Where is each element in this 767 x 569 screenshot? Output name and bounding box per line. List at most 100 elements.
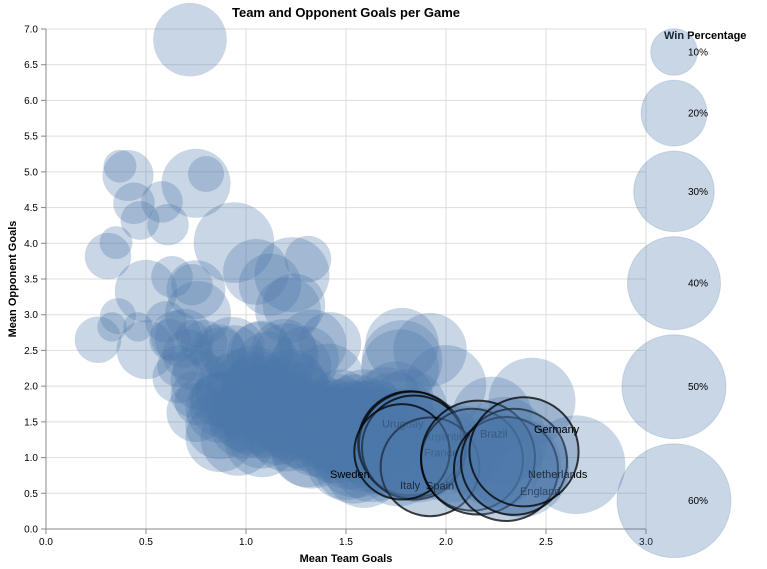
data-point — [99, 226, 133, 260]
point-label: Italy — [400, 480, 421, 492]
y-tick-label: 3.5 — [24, 275, 38, 286]
data-point — [345, 387, 427, 468]
data-point — [361, 320, 443, 401]
data-point — [273, 326, 339, 392]
data-point — [241, 392, 315, 466]
data-point — [193, 202, 275, 283]
data-point — [348, 407, 432, 491]
data-point — [185, 403, 255, 473]
data-point — [253, 388, 327, 461]
legend: Win Percentage 10% 20% 30% 40% 50% 60% — [616, 28, 746, 559]
data-point — [265, 362, 335, 432]
y-tick-label: 0.5 — [24, 489, 38, 500]
data-point — [189, 371, 255, 438]
data-point — [239, 368, 309, 438]
highlighted-point — [353, 403, 451, 501]
data-point — [277, 370, 347, 440]
highlighted-point — [452, 415, 560, 523]
data-point — [305, 419, 387, 501]
data-point — [175, 319, 209, 353]
data-point — [225, 396, 299, 469]
data-point — [315, 394, 397, 476]
x-tick-label: 2.0 — [439, 537, 453, 548]
legend-label: 60% — [688, 496, 708, 507]
data-point — [225, 364, 295, 434]
y-tick-label: 3.0 — [24, 310, 38, 321]
data-point — [470, 418, 570, 518]
y-tick-label: 6.0 — [24, 96, 38, 107]
x-tick-label: 2.5 — [539, 537, 553, 548]
data-point — [313, 422, 395, 504]
data-point — [233, 385, 307, 458]
data-point — [462, 416, 562, 516]
data-point — [270, 412, 346, 488]
data-point — [393, 312, 467, 387]
data-point — [221, 385, 295, 458]
data-point — [268, 334, 332, 398]
data-point — [299, 373, 373, 448]
legend-symbol — [650, 28, 698, 76]
point-label: Uruguay — [382, 418, 424, 430]
y-tick-label: 0.0 — [24, 525, 38, 536]
data-point — [207, 349, 273, 416]
data-point — [327, 369, 401, 443]
data-point — [153, 2, 227, 77]
data-point — [303, 378, 385, 460]
data-point — [185, 373, 255, 443]
data-point — [204, 325, 264, 385]
highlighted-point — [379, 416, 481, 518]
data-point — [361, 329, 439, 408]
data-point — [354, 415, 438, 500]
data-point — [237, 378, 311, 451]
data-point — [369, 369, 447, 448]
data-point — [150, 310, 202, 362]
data-point — [280, 378, 356, 454]
data-point — [195, 360, 265, 430]
data-point — [449, 414, 543, 508]
data-point — [248, 396, 324, 472]
data-point — [239, 363, 305, 430]
data-point — [174, 378, 222, 426]
data-point — [213, 382, 287, 455]
data-point — [336, 401, 420, 485]
data-point — [305, 390, 387, 471]
data-point — [195, 353, 265, 423]
data-point — [170, 371, 218, 418]
data-point — [237, 375, 307, 445]
data-point — [102, 149, 154, 201]
data-point — [230, 320, 294, 384]
data-point — [147, 203, 189, 246]
data-point — [277, 309, 347, 379]
x-tick-label: 3.0 — [639, 537, 653, 548]
legend-symbol — [621, 334, 727, 440]
legend-symbol — [633, 150, 715, 233]
data-point — [249, 358, 315, 425]
highlighted-point — [459, 407, 569, 516]
legend-label: 10% — [688, 48, 708, 59]
data-point — [157, 345, 199, 387]
legend-label: 20% — [688, 109, 708, 120]
y-tick-label: 4.0 — [24, 239, 38, 250]
data-point — [99, 298, 137, 335]
data-point — [309, 381, 391, 463]
data-point — [200, 400, 276, 476]
data-point — [526, 415, 626, 515]
data-point — [209, 389, 279, 459]
data-point — [151, 256, 193, 298]
data-point — [97, 312, 127, 342]
data-point — [315, 417, 397, 498]
point-label: Brazil — [480, 429, 508, 441]
data-point — [305, 369, 375, 439]
data-point — [253, 349, 327, 423]
data-point — [238, 253, 302, 316]
point-label: England — [520, 486, 560, 498]
data-point — [254, 352, 330, 428]
data-point — [251, 318, 317, 385]
data-point — [284, 235, 332, 283]
data-point — [270, 396, 346, 472]
legend-label: 40% — [688, 279, 708, 290]
data-point — [225, 351, 295, 421]
y-tick-label: 2.5 — [24, 346, 38, 357]
data-point — [123, 312, 153, 342]
legend-symbol — [640, 79, 708, 147]
